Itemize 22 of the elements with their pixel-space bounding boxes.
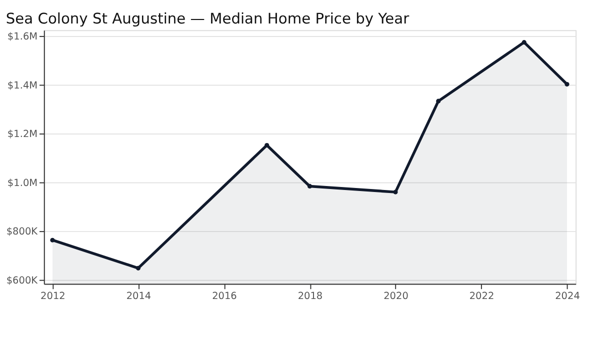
- x-tick-label: 2012: [40, 290, 66, 302]
- y-tick-label: $1.6M: [7, 32, 38, 43]
- x-tick-label: 2018: [298, 290, 323, 302]
- x-tick-label: 2022: [469, 290, 494, 302]
- y-tick-label: $1.4M: [7, 80, 38, 92]
- point: [50, 238, 55, 242]
- x-tick-label: 2020: [384, 290, 408, 302]
- y-tick-label: $1.2M: [7, 129, 38, 140]
- point: [307, 184, 312, 188]
- point: [136, 266, 141, 270]
- y-tick-label: $1.0M: [7, 178, 38, 189]
- x-tick-label: 2024: [555, 290, 580, 302]
- point: [564, 82, 570, 87]
- x-tick-label: 2016: [212, 290, 237, 302]
- point: [522, 40, 526, 45]
- y-tick-label: $800K: [6, 226, 38, 238]
- x-tick-label: 2014: [126, 290, 152, 302]
- point: [436, 98, 441, 104]
- y-tick-label: $600K: [6, 276, 38, 287]
- point: [393, 190, 398, 194]
- chart-title: Sea Colony St Augustine — Median Home Price by Year: [6, 10, 410, 28]
- point: [264, 142, 270, 148]
